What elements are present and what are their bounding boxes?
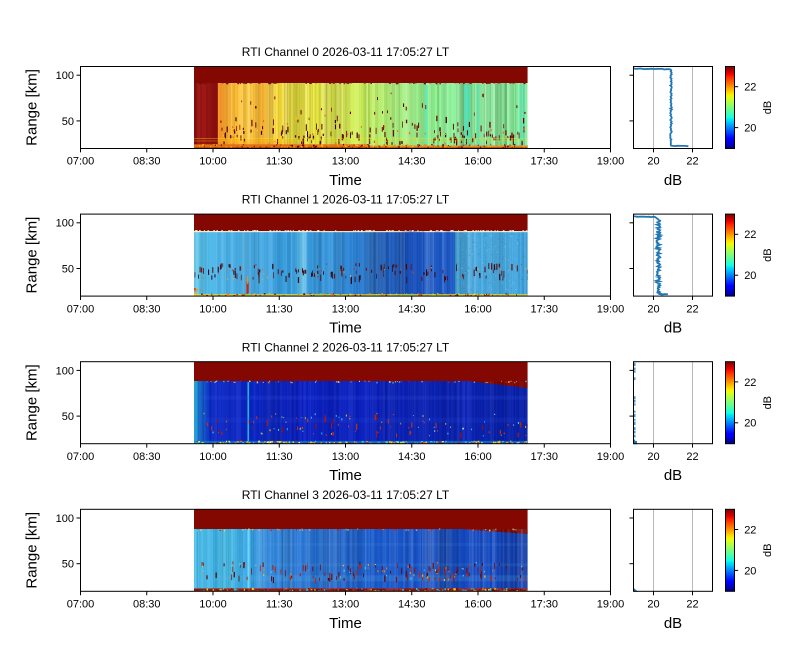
svg-text:08:30: 08:30 — [133, 156, 161, 168]
svg-text:20: 20 — [744, 418, 756, 430]
svg-text:22: 22 — [744, 229, 756, 241]
svg-text:07:00: 07:00 — [67, 599, 95, 611]
svg-text:dB: dB — [762, 396, 774, 409]
svg-text:11:30: 11:30 — [266, 599, 293, 611]
svg-text:22: 22 — [686, 451, 698, 463]
svg-text:dB: dB — [664, 172, 682, 189]
svg-text:RTI Channel 2 2026-03-11 17:05: RTI Channel 2 2026-03-11 17:05:27 LT — [242, 340, 450, 354]
svg-text:RTI Channel 3 2026-03-11 17:05: RTI Channel 3 2026-03-11 17:05:27 LT — [242, 488, 450, 502]
svg-text:10:00: 10:00 — [199, 303, 227, 315]
svg-text:Time: Time — [329, 615, 362, 632]
svg-text:dB: dB — [664, 320, 682, 337]
svg-text:dB: dB — [664, 467, 682, 484]
svg-text:11:30: 11:30 — [266, 156, 293, 168]
svg-text:dB: dB — [762, 101, 774, 114]
svg-text:11:30: 11:30 — [266, 451, 293, 463]
svg-text:16:00: 16:00 — [464, 599, 492, 611]
svg-text:14:30: 14:30 — [398, 156, 426, 168]
svg-text:Range [km]: Range [km] — [24, 217, 41, 294]
svg-text:22: 22 — [686, 156, 698, 168]
svg-text:dB: dB — [664, 615, 682, 632]
svg-text:20: 20 — [647, 156, 659, 168]
svg-text:20: 20 — [647, 599, 659, 611]
svg-text:17:30: 17:30 — [530, 156, 558, 168]
svg-text:50: 50 — [62, 411, 74, 423]
svg-text:22: 22 — [686, 303, 698, 315]
svg-text:07:00: 07:00 — [67, 156, 95, 168]
svg-text:17:30: 17:30 — [530, 451, 558, 463]
svg-text:22: 22 — [744, 377, 756, 389]
svg-text:RTI Channel 1 2026-03-11 17:05: RTI Channel 1 2026-03-11 17:05:27 LT — [242, 193, 450, 207]
svg-text:Range [km]: Range [km] — [24, 69, 41, 146]
svg-text:10:00: 10:00 — [199, 599, 227, 611]
svg-text:100: 100 — [56, 70, 74, 82]
svg-text:Time: Time — [329, 320, 362, 337]
svg-text:20: 20 — [647, 451, 659, 463]
svg-text:19:00: 19:00 — [597, 156, 625, 168]
svg-text:100: 100 — [56, 513, 74, 525]
svg-text:16:00: 16:00 — [464, 303, 492, 315]
svg-text:14:30: 14:30 — [398, 451, 426, 463]
svg-text:19:00: 19:00 — [597, 599, 625, 611]
svg-text:22: 22 — [744, 524, 756, 536]
svg-text:20: 20 — [744, 270, 756, 282]
svg-text:13:00: 13:00 — [332, 303, 360, 315]
svg-text:dB: dB — [762, 544, 774, 557]
svg-text:RTI Channel 0 2026-03-11 17:05: RTI Channel 0 2026-03-11 17:05:27 LT — [242, 45, 450, 59]
svg-text:10:00: 10:00 — [199, 451, 227, 463]
svg-text:20: 20 — [744, 565, 756, 577]
svg-text:22: 22 — [686, 599, 698, 611]
svg-text:10:00: 10:00 — [199, 156, 227, 168]
svg-text:19:00: 19:00 — [597, 303, 625, 315]
svg-text:Range [km]: Range [km] — [24, 512, 41, 589]
svg-text:17:30: 17:30 — [530, 599, 558, 611]
svg-text:100: 100 — [56, 218, 74, 230]
svg-text:50: 50 — [62, 263, 74, 275]
svg-text:50: 50 — [62, 559, 74, 571]
svg-text:08:30: 08:30 — [133, 451, 161, 463]
svg-text:11:30: 11:30 — [266, 303, 293, 315]
svg-text:dB: dB — [762, 248, 774, 261]
svg-text:13:00: 13:00 — [332, 451, 360, 463]
svg-text:07:00: 07:00 — [67, 451, 95, 463]
svg-text:20: 20 — [744, 123, 756, 135]
svg-text:08:30: 08:30 — [133, 599, 161, 611]
svg-text:100: 100 — [56, 365, 74, 377]
svg-text:16:00: 16:00 — [464, 156, 492, 168]
svg-text:14:30: 14:30 — [398, 599, 426, 611]
svg-text:13:00: 13:00 — [332, 156, 360, 168]
svg-text:13:00: 13:00 — [332, 599, 360, 611]
svg-text:20: 20 — [647, 303, 659, 315]
svg-text:Time: Time — [329, 467, 362, 484]
svg-text:16:00: 16:00 — [464, 451, 492, 463]
svg-text:07:00: 07:00 — [67, 303, 95, 315]
svg-text:08:30: 08:30 — [133, 303, 161, 315]
svg-text:Range [km]: Range [km] — [24, 364, 41, 441]
svg-text:17:30: 17:30 — [530, 303, 558, 315]
svg-text:19:00: 19:00 — [597, 451, 625, 463]
svg-text:14:30: 14:30 — [398, 303, 426, 315]
svg-text:Time: Time — [329, 172, 362, 189]
svg-text:22: 22 — [744, 82, 756, 94]
svg-text:50: 50 — [62, 116, 74, 128]
